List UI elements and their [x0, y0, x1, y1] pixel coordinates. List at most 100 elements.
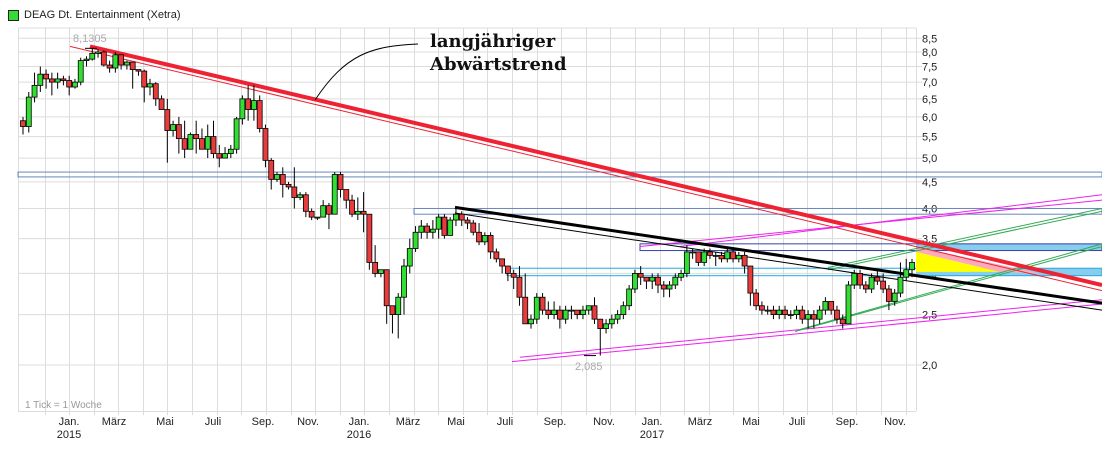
candle-body	[660, 284, 667, 290]
candle-body	[372, 262, 379, 274]
y-tick-label: 7,5	[922, 62, 937, 74]
candle-body	[256, 100, 263, 129]
candle-body	[632, 273, 638, 290]
candle-body	[649, 276, 656, 282]
x-tick-label: Juli	[497, 416, 514, 428]
resistance-box-4-6	[17, 171, 1102, 178]
candle-body	[481, 235, 488, 243]
candle-body	[643, 276, 650, 282]
high-label: 8,1305	[73, 33, 107, 45]
candle-body	[326, 205, 332, 215]
x-tick-label: Jan.	[349, 416, 370, 428]
candle-body	[308, 210, 315, 218]
candle-body	[233, 118, 240, 150]
candle-body	[562, 309, 569, 320]
x-tick-label: Sep.	[252, 416, 275, 428]
candle-body	[799, 309, 806, 320]
x-tick-year: 2017	[640, 429, 664, 441]
candle-body	[730, 251, 736, 260]
triangle-pink	[916, 246, 1040, 274]
candle-body	[533, 296, 540, 320]
low-label: 2,085	[575, 361, 603, 373]
candle-body	[424, 225, 430, 233]
candle-body	[759, 305, 765, 311]
candle-body	[614, 314, 621, 320]
candle-body	[787, 314, 794, 317]
candle-body	[268, 159, 275, 180]
candle-body	[580, 309, 586, 316]
y-tick-label: 8,5	[922, 33, 937, 45]
candle-body	[187, 134, 194, 150]
candle-body	[753, 292, 760, 307]
candle-body	[77, 60, 84, 83]
x-tick-label: Nov.	[593, 416, 615, 428]
candle-body	[620, 305, 627, 316]
candle-body	[343, 189, 350, 201]
candle-body	[95, 51, 101, 54]
candle-body	[83, 58, 90, 61]
candle-body	[314, 216, 321, 219]
candle-body	[193, 134, 200, 140]
candle-body	[868, 276, 875, 290]
support-channel-magenta-2	[519, 299, 1102, 358]
candle-body	[689, 251, 696, 254]
candle-body	[828, 301, 835, 311]
candle-body	[378, 269, 384, 274]
candle-body	[152, 83, 159, 100]
candle-body	[886, 288, 892, 302]
y-tick-label: 2,0	[922, 360, 937, 372]
candle-body	[453, 213, 459, 221]
candle-body	[279, 174, 286, 185]
candle-body	[764, 309, 771, 312]
candle-body	[262, 128, 269, 161]
candle-body	[458, 213, 465, 221]
candle-body	[903, 269, 910, 278]
candle-body	[880, 280, 887, 290]
y-tick-label: 8,0	[922, 47, 937, 59]
candle-body	[227, 148, 234, 155]
candle-body	[302, 194, 309, 212]
candle-body	[712, 254, 719, 257]
candle-body	[909, 262, 915, 271]
y-tick-label: 5,5	[922, 132, 937, 144]
candle-body	[851, 273, 858, 286]
candle-body	[43, 73, 49, 80]
candle-body	[793, 309, 800, 316]
y-tick-label: 2,5	[922, 310, 937, 322]
candle-body	[89, 52, 96, 60]
candle-body	[741, 254, 748, 267]
candle-body	[585, 305, 592, 311]
candle-body	[718, 254, 725, 260]
candle-body	[551, 309, 557, 316]
legend-swatch-icon	[8, 9, 19, 21]
y-tick-label: 4,0	[922, 203, 937, 215]
candle-body	[493, 251, 500, 260]
trend-annotation: langjähriger Abwärtstrend	[430, 30, 567, 76]
candle-body	[135, 69, 142, 72]
candle-body	[395, 296, 402, 316]
candle-body	[834, 309, 840, 320]
x-tick-label: März	[102, 416, 126, 428]
candle-body	[747, 265, 754, 294]
candle-body	[539, 296, 546, 311]
candle-body	[857, 273, 863, 286]
x-tick-label: März	[688, 416, 712, 428]
candle-body	[897, 276, 904, 294]
candle-body	[366, 213, 373, 263]
candle-body	[556, 309, 563, 320]
x-tick-label: Sep.	[544, 416, 567, 428]
candle-body	[891, 292, 898, 302]
candle-body	[320, 205, 327, 218]
candle-body	[776, 309, 783, 316]
rising-channel-green-4	[827, 207, 1102, 268]
legend: DEAG Dt. Entertainment (Xetra)	[8, 9, 181, 21]
y-tick-label: 7,0	[922, 77, 937, 89]
candle-body	[389, 305, 396, 316]
candle-body	[222, 153, 228, 159]
y-tick-label: 5,0	[922, 153, 937, 165]
x-tick-label: Mai	[156, 416, 174, 428]
candle-body	[147, 83, 153, 88]
candle-body	[48, 78, 55, 83]
x-tick-label: März	[396, 416, 420, 428]
y-tick-label: 4,5	[922, 177, 937, 189]
